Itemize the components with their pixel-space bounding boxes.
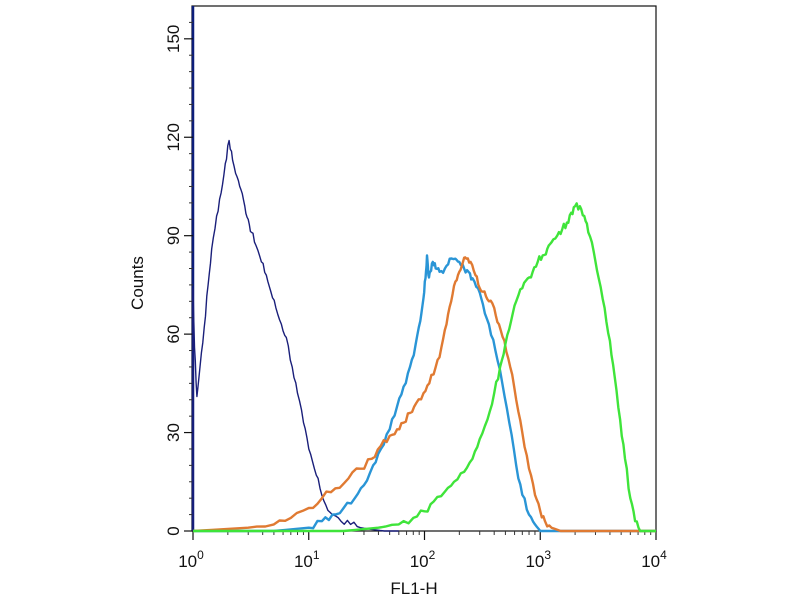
y-tick-label: 0 xyxy=(164,526,183,535)
x-tick-exponent: 4 xyxy=(660,548,667,562)
x-axis-title: FL1-H xyxy=(390,579,437,598)
histogram-series-2 xyxy=(193,254,656,533)
y-tick-label: 30 xyxy=(164,423,183,442)
x-tick-base: 10 xyxy=(525,552,544,571)
x-tick-base: 10 xyxy=(410,552,429,571)
x-tick-base: 10 xyxy=(294,552,313,571)
y-major-ticks xyxy=(184,38,193,532)
histogram-series-4 xyxy=(193,202,656,533)
x-tick-label: 101 xyxy=(294,548,320,571)
x-tick-label: 103 xyxy=(525,548,551,571)
y-axis-title: Counts xyxy=(128,256,147,310)
x-tick-exponent: 1 xyxy=(313,548,320,562)
y-tick-label: 120 xyxy=(164,123,183,151)
x-tick-label: 102 xyxy=(410,548,436,571)
series-layer xyxy=(192,139,656,533)
x-tick-labels: 100 101 102 103 104 xyxy=(178,548,667,571)
x-tick-label: 100 xyxy=(178,548,204,571)
y-tick-labels: 0 30 60 90 120 150 xyxy=(164,25,183,536)
x-tick-base: 10 xyxy=(178,552,197,571)
x-tick-exponent: 2 xyxy=(429,548,436,562)
y-minor-ticks xyxy=(189,21,193,516)
histogram-series-3 xyxy=(192,256,656,533)
y-tick-label: 60 xyxy=(164,325,183,344)
x-ticks xyxy=(192,531,657,540)
x-tick-base: 10 xyxy=(641,552,660,571)
x-tick-label: 104 xyxy=(641,548,667,571)
x-tick-exponent: 0 xyxy=(197,548,204,562)
y-tick-label: 90 xyxy=(164,226,183,245)
histogram-series-1 xyxy=(192,139,399,532)
x-tick-exponent: 3 xyxy=(544,548,551,562)
y-tick-label: 150 xyxy=(164,25,183,53)
plot-frame xyxy=(191,5,657,532)
